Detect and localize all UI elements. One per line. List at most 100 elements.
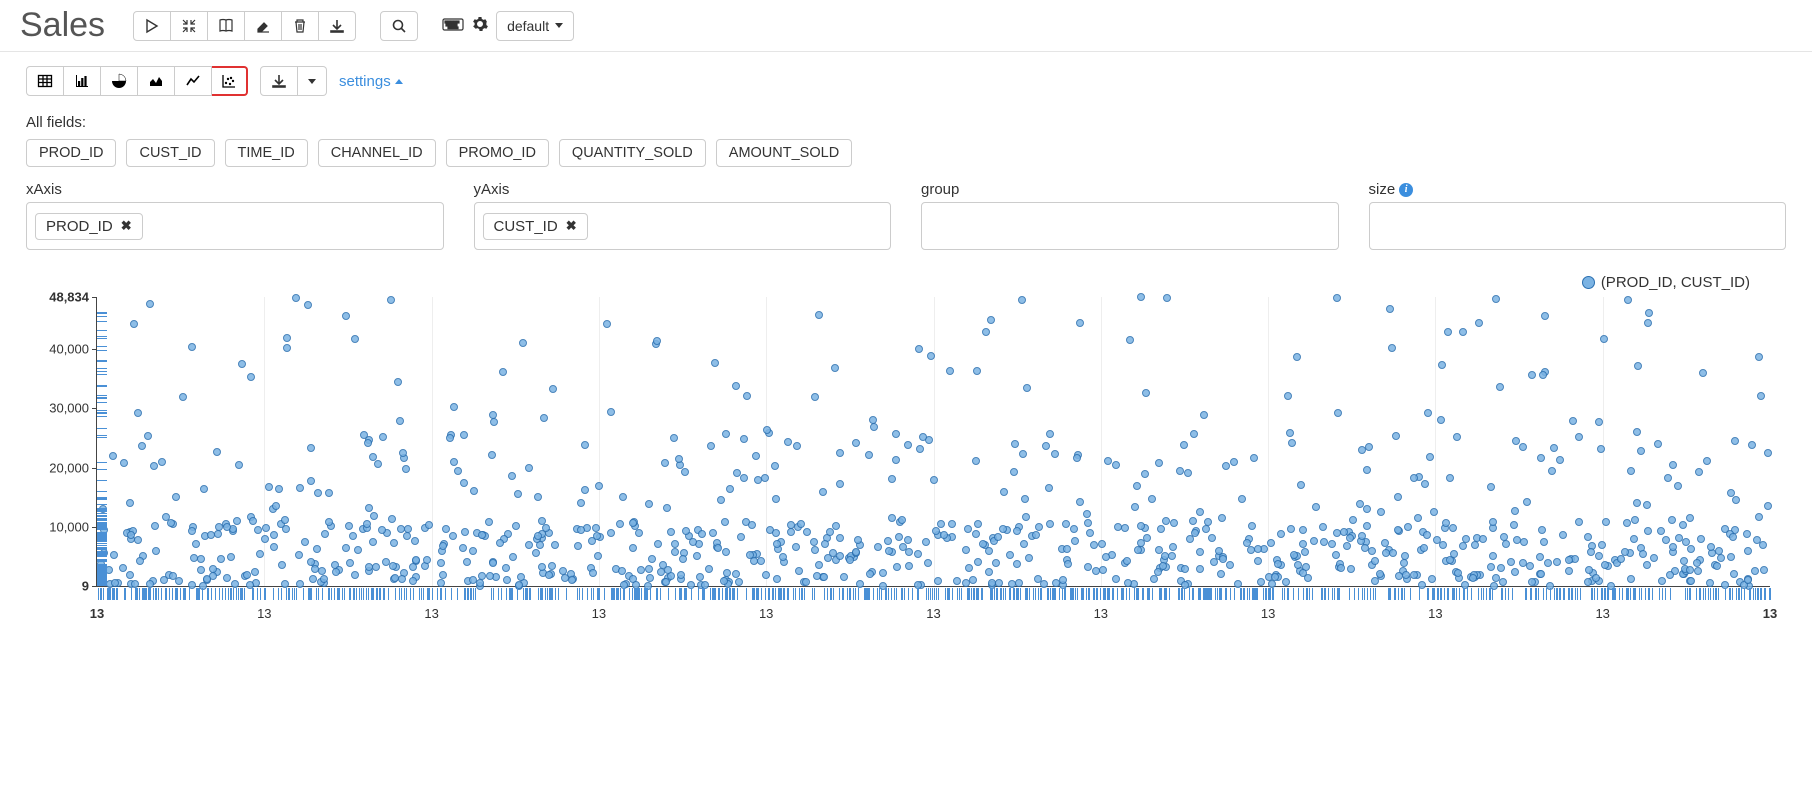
scatter-point	[1328, 540, 1336, 548]
field-pill[interactable]: TIME_ID	[225, 139, 308, 167]
collapse-button[interactable]	[171, 11, 208, 41]
export-button[interactable]	[260, 66, 298, 96]
scatter-point	[1063, 545, 1071, 553]
scatter-point	[681, 468, 689, 476]
scatter-point	[892, 456, 900, 464]
scatter-point	[119, 564, 127, 572]
scatter-point	[1112, 461, 1120, 469]
field-pill[interactable]: PROD_ID	[26, 139, 116, 167]
bar-chart-button[interactable]	[64, 66, 101, 96]
scatter-point	[594, 552, 602, 560]
download-button[interactable]	[319, 11, 356, 41]
line-chart-button[interactable]	[175, 66, 212, 96]
close-icon[interactable]: ✖	[566, 218, 577, 234]
chart-type-group	[26, 66, 248, 96]
x-tick-label: 13	[424, 606, 438, 621]
field-pill[interactable]: AMOUNT_SOLD	[716, 139, 852, 167]
group-label: group	[921, 181, 1339, 198]
scatter-point	[757, 557, 765, 565]
scatter-point	[1454, 569, 1462, 577]
scatter-point	[698, 530, 706, 538]
scatter-point	[1162, 517, 1170, 525]
scatter-point	[637, 566, 645, 574]
scatter-point	[1538, 526, 1546, 534]
delete-button[interactable]	[282, 11, 319, 41]
field-pill[interactable]: PROMO_ID	[446, 139, 549, 167]
scatter-point	[437, 579, 445, 587]
scatter-point	[709, 529, 717, 537]
yaxis-dropzone[interactable]: CUST_ID✖	[474, 202, 892, 250]
scatter-point	[1349, 516, 1357, 524]
scatter-point	[144, 432, 152, 440]
scatter-point	[496, 539, 504, 547]
scatter-point	[1019, 450, 1027, 458]
scatter-chart-button[interactable]	[212, 66, 248, 96]
close-icon[interactable]: ✖	[121, 218, 132, 234]
field-pill[interactable]: CHANNEL_ID	[318, 139, 436, 167]
search-button[interactable]	[380, 11, 418, 41]
scatter-point	[351, 335, 359, 343]
scatter-point	[446, 434, 454, 442]
scatter-point	[136, 557, 144, 565]
scatter-point	[1693, 559, 1701, 567]
scatter-point	[1410, 571, 1418, 579]
scatter-point	[792, 543, 800, 551]
scatter-point	[425, 521, 433, 529]
scatter-point	[512, 522, 520, 530]
field-pill[interactable]: QUANTITY_SOLD	[559, 139, 706, 167]
scatter-point	[388, 515, 396, 523]
scatter-point	[450, 403, 458, 411]
scatter-point	[856, 580, 864, 588]
scatter-point	[1717, 554, 1725, 562]
scatter-point	[1010, 468, 1018, 476]
settings-toggle[interactable]: settings	[339, 73, 403, 90]
scatter-point	[1695, 468, 1703, 476]
export-dropdown-button[interactable]	[298, 66, 327, 96]
view-select[interactable]: default	[496, 11, 574, 41]
scatter-point	[296, 484, 304, 492]
gear-icon[interactable]	[472, 16, 488, 35]
scatter-point	[1650, 554, 1658, 562]
group-dropzone[interactable]	[921, 202, 1339, 250]
scatter-point	[1729, 533, 1737, 541]
field-pill[interactable]: CUST_ID	[126, 139, 214, 167]
scatter-point	[999, 525, 1007, 533]
scatter-point	[995, 579, 1003, 587]
scatter-point	[1680, 557, 1688, 565]
axis-chip[interactable]: PROD_ID✖	[35, 213, 143, 240]
notebook-button[interactable]	[208, 11, 245, 41]
scatter-point	[485, 518, 493, 526]
scatter-point	[292, 294, 300, 302]
scatter-point	[389, 562, 397, 570]
keyboard-icon[interactable]	[442, 16, 464, 35]
scatter-point	[595, 482, 603, 490]
axis-chip[interactable]: CUST_ID✖	[483, 213, 588, 240]
axis-config-row: xAxis PROD_ID✖ yAxis CUST_ID✖ group size…	[26, 181, 1786, 250]
scatter-point	[1627, 575, 1635, 583]
info-icon[interactable]: i	[1399, 183, 1413, 197]
scatter-point	[1584, 533, 1592, 541]
scatter-point	[1540, 538, 1548, 546]
scatter-point	[884, 537, 892, 545]
erase-button[interactable]	[245, 11, 282, 41]
table-view-button[interactable]	[26, 66, 64, 96]
scatter-point	[988, 579, 996, 587]
scatter-point	[1098, 540, 1106, 548]
area-chart-button[interactable]	[138, 66, 175, 96]
scatter-point	[1598, 541, 1606, 549]
scatter-point	[200, 485, 208, 493]
xaxis-dropzone[interactable]: PROD_ID✖	[26, 202, 444, 250]
x-tick-label: 13	[759, 606, 773, 621]
scatter-point	[1644, 527, 1652, 535]
scatter-point	[1437, 416, 1445, 424]
scatter-point	[1301, 548, 1309, 556]
scatter-point	[243, 571, 251, 579]
scatter-point	[1320, 538, 1328, 546]
plot-area[interactable]: 1313131313131313131313910,00020,00030,00…	[96, 297, 1770, 587]
scatter-point	[1627, 467, 1635, 475]
pie-chart-button[interactable]	[101, 66, 138, 96]
size-dropzone[interactable]	[1369, 202, 1787, 250]
scatter-point	[732, 570, 740, 578]
scatter-point	[888, 475, 896, 483]
run-button[interactable]	[133, 11, 171, 41]
